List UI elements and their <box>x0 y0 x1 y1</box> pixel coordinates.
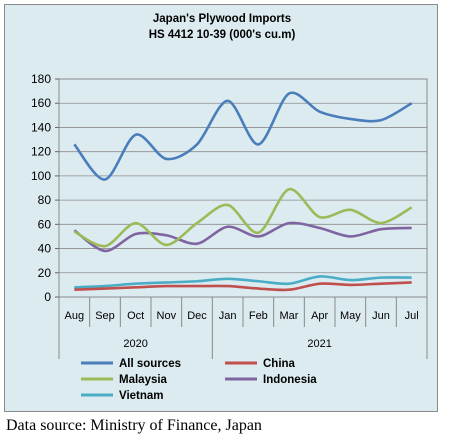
chart-title: Japan's Plywood Imports <box>152 13 292 25</box>
year-label: 2021 <box>307 338 331 350</box>
y-tick-label: 180 <box>31 72 51 86</box>
y-tick-label: 60 <box>38 217 52 231</box>
source-note: Data source: Ministry of Finance, Japan <box>6 417 262 434</box>
x-tick-label: Aug <box>65 310 85 322</box>
legend-label-china: China <box>263 358 296 370</box>
y-tick-label: 160 <box>31 96 51 110</box>
x-tick-label: Apr <box>311 310 328 322</box>
x-tick-label: Jan <box>219 310 237 322</box>
series-line-china <box>74 281 412 292</box>
x-tick-label: Nov <box>157 310 177 322</box>
series-line-indonesia <box>73 221 412 253</box>
y-tick-label: 140 <box>31 120 51 134</box>
legend-label-vietnam: Vietnam <box>119 390 164 402</box>
x-tick-label: Jun <box>372 310 390 322</box>
line-chart: 0 20 40 60 80 100 120 140 160 180 Aug Sep Oct Nov Dec J… <box>31 72 428 402</box>
series-line-vietnam <box>74 275 412 289</box>
chart-area: Japan's Plywood Imports HS 4412 10-39 (0… <box>4 4 438 412</box>
x-tick-label: Mar <box>280 310 299 322</box>
y-tick-label: 120 <box>31 145 51 159</box>
y-tick-label: 20 <box>38 266 52 280</box>
series-line-malaysia <box>73 187 413 248</box>
y-tick-label: 40 <box>38 242 52 256</box>
chart-subtitle: HS 4412 10-39 (000's cu.m) <box>148 29 296 41</box>
x-tick-label: Jul <box>405 310 419 322</box>
series-line-all-sources <box>73 91 413 181</box>
x-tick-label: May <box>340 310 361 322</box>
legend-label-all-sources: All sources <box>119 358 181 370</box>
y-tick-label: 80 <box>38 193 52 207</box>
year-label: 2020 <box>123 338 147 350</box>
x-tick-label: Oct <box>127 310 144 322</box>
x-tick-label: Sep <box>95 310 115 322</box>
legend-label-malaysia: Malaysia <box>119 374 168 386</box>
y-tick-label: 100 <box>31 169 51 183</box>
x-tick-label: Dec <box>187 310 207 322</box>
legend-label-indonesia: Indonesia <box>263 374 317 386</box>
y-tick-label: 0 <box>44 290 51 304</box>
x-tick-label: Feb <box>249 310 268 322</box>
plot-area <box>58 78 428 298</box>
